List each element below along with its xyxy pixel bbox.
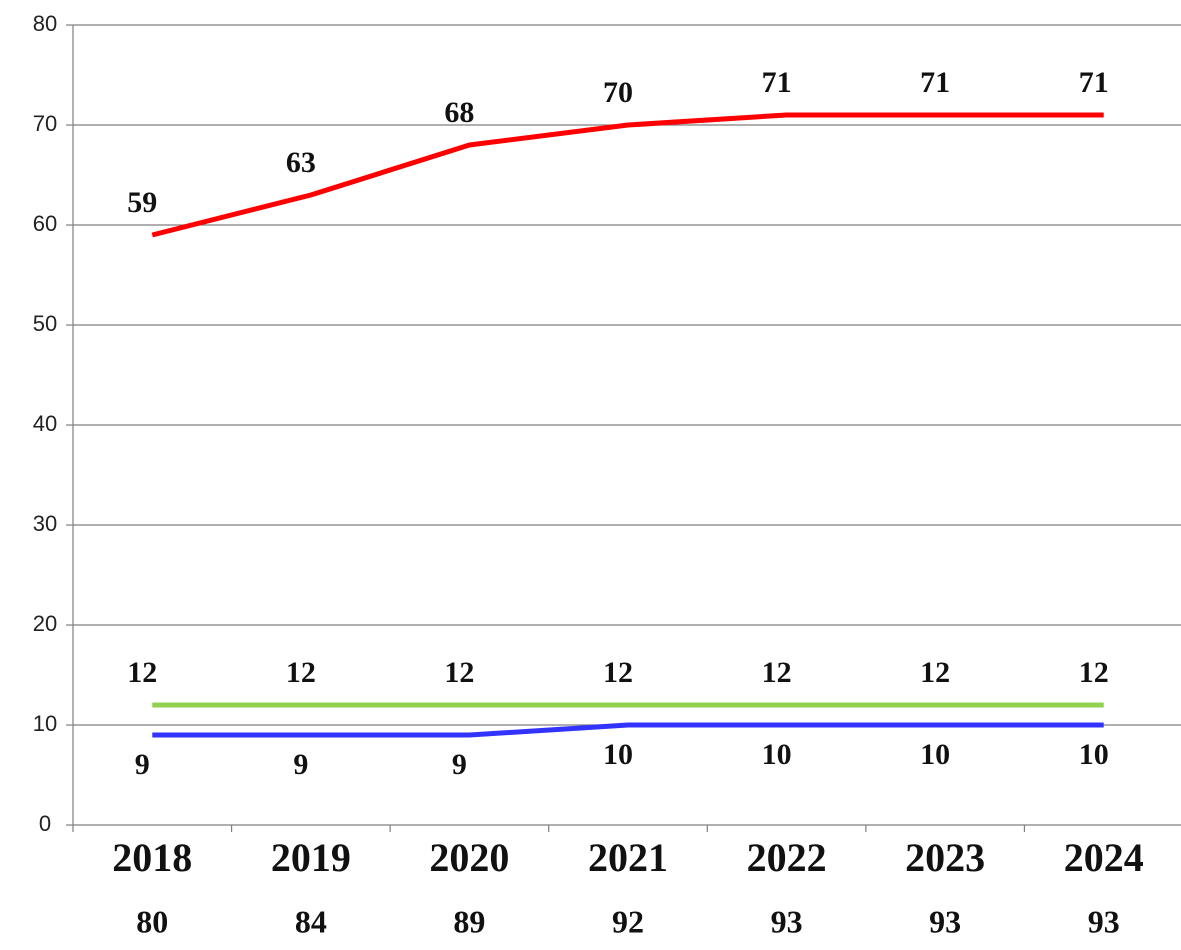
total-label: 80 xyxy=(136,903,168,939)
data-label: 10 xyxy=(920,738,950,771)
data-label: 71 xyxy=(1079,66,1109,99)
series-line xyxy=(152,722,1104,738)
data-label: 10 xyxy=(1079,738,1109,771)
x-tick-label: 2021 xyxy=(588,835,668,880)
data-label: 10 xyxy=(762,738,792,771)
y-tick-label: 20 xyxy=(33,611,57,636)
data-label: 12 xyxy=(286,656,316,689)
data-label: 63 xyxy=(286,146,316,179)
data-label: 12 xyxy=(603,656,633,689)
y-tick-label: 60 xyxy=(33,211,57,236)
data-label: 70 xyxy=(603,76,633,109)
total-label: 92 xyxy=(612,903,644,939)
total-label: 93 xyxy=(929,903,961,939)
total-label: 93 xyxy=(1088,903,1120,939)
x-tick-label: 2018 xyxy=(112,835,192,880)
data-label: 71 xyxy=(762,66,792,99)
data-label: 12 xyxy=(762,656,792,689)
total-label: 89 xyxy=(453,903,485,939)
x-tick-label: 2020 xyxy=(429,835,509,880)
data-label: 9 xyxy=(135,748,150,781)
data-label: 12 xyxy=(444,656,474,689)
y-tick-label: 10 xyxy=(33,711,57,736)
data-label: 71 xyxy=(920,66,950,99)
x-tick-label: 2023 xyxy=(905,835,985,880)
y-tick-label: 70 xyxy=(33,111,57,136)
data-label: 12 xyxy=(920,656,950,689)
series-line xyxy=(151,112,1104,238)
y-tick-label: 0 xyxy=(39,811,51,836)
y-tick-label: 80 xyxy=(33,11,57,36)
data-label: 9 xyxy=(452,748,467,781)
data-label: 9 xyxy=(293,748,308,781)
data-label: 10 xyxy=(603,738,633,771)
x-tick-label: 2022 xyxy=(747,835,827,880)
x-tick-label: 2019 xyxy=(271,835,351,880)
x-tick-label: 2024 xyxy=(1064,835,1144,880)
data-label: 12 xyxy=(1079,656,1109,689)
data-label: 68 xyxy=(444,96,474,129)
data-label: 12 xyxy=(127,656,157,689)
data-label: 59 xyxy=(127,186,157,219)
y-tick-label: 30 xyxy=(33,511,57,536)
total-label: 93 xyxy=(771,903,803,939)
total-label: 84 xyxy=(295,903,327,939)
y-tick-label: 50 xyxy=(33,311,57,336)
y-tick-label: 40 xyxy=(33,411,57,436)
